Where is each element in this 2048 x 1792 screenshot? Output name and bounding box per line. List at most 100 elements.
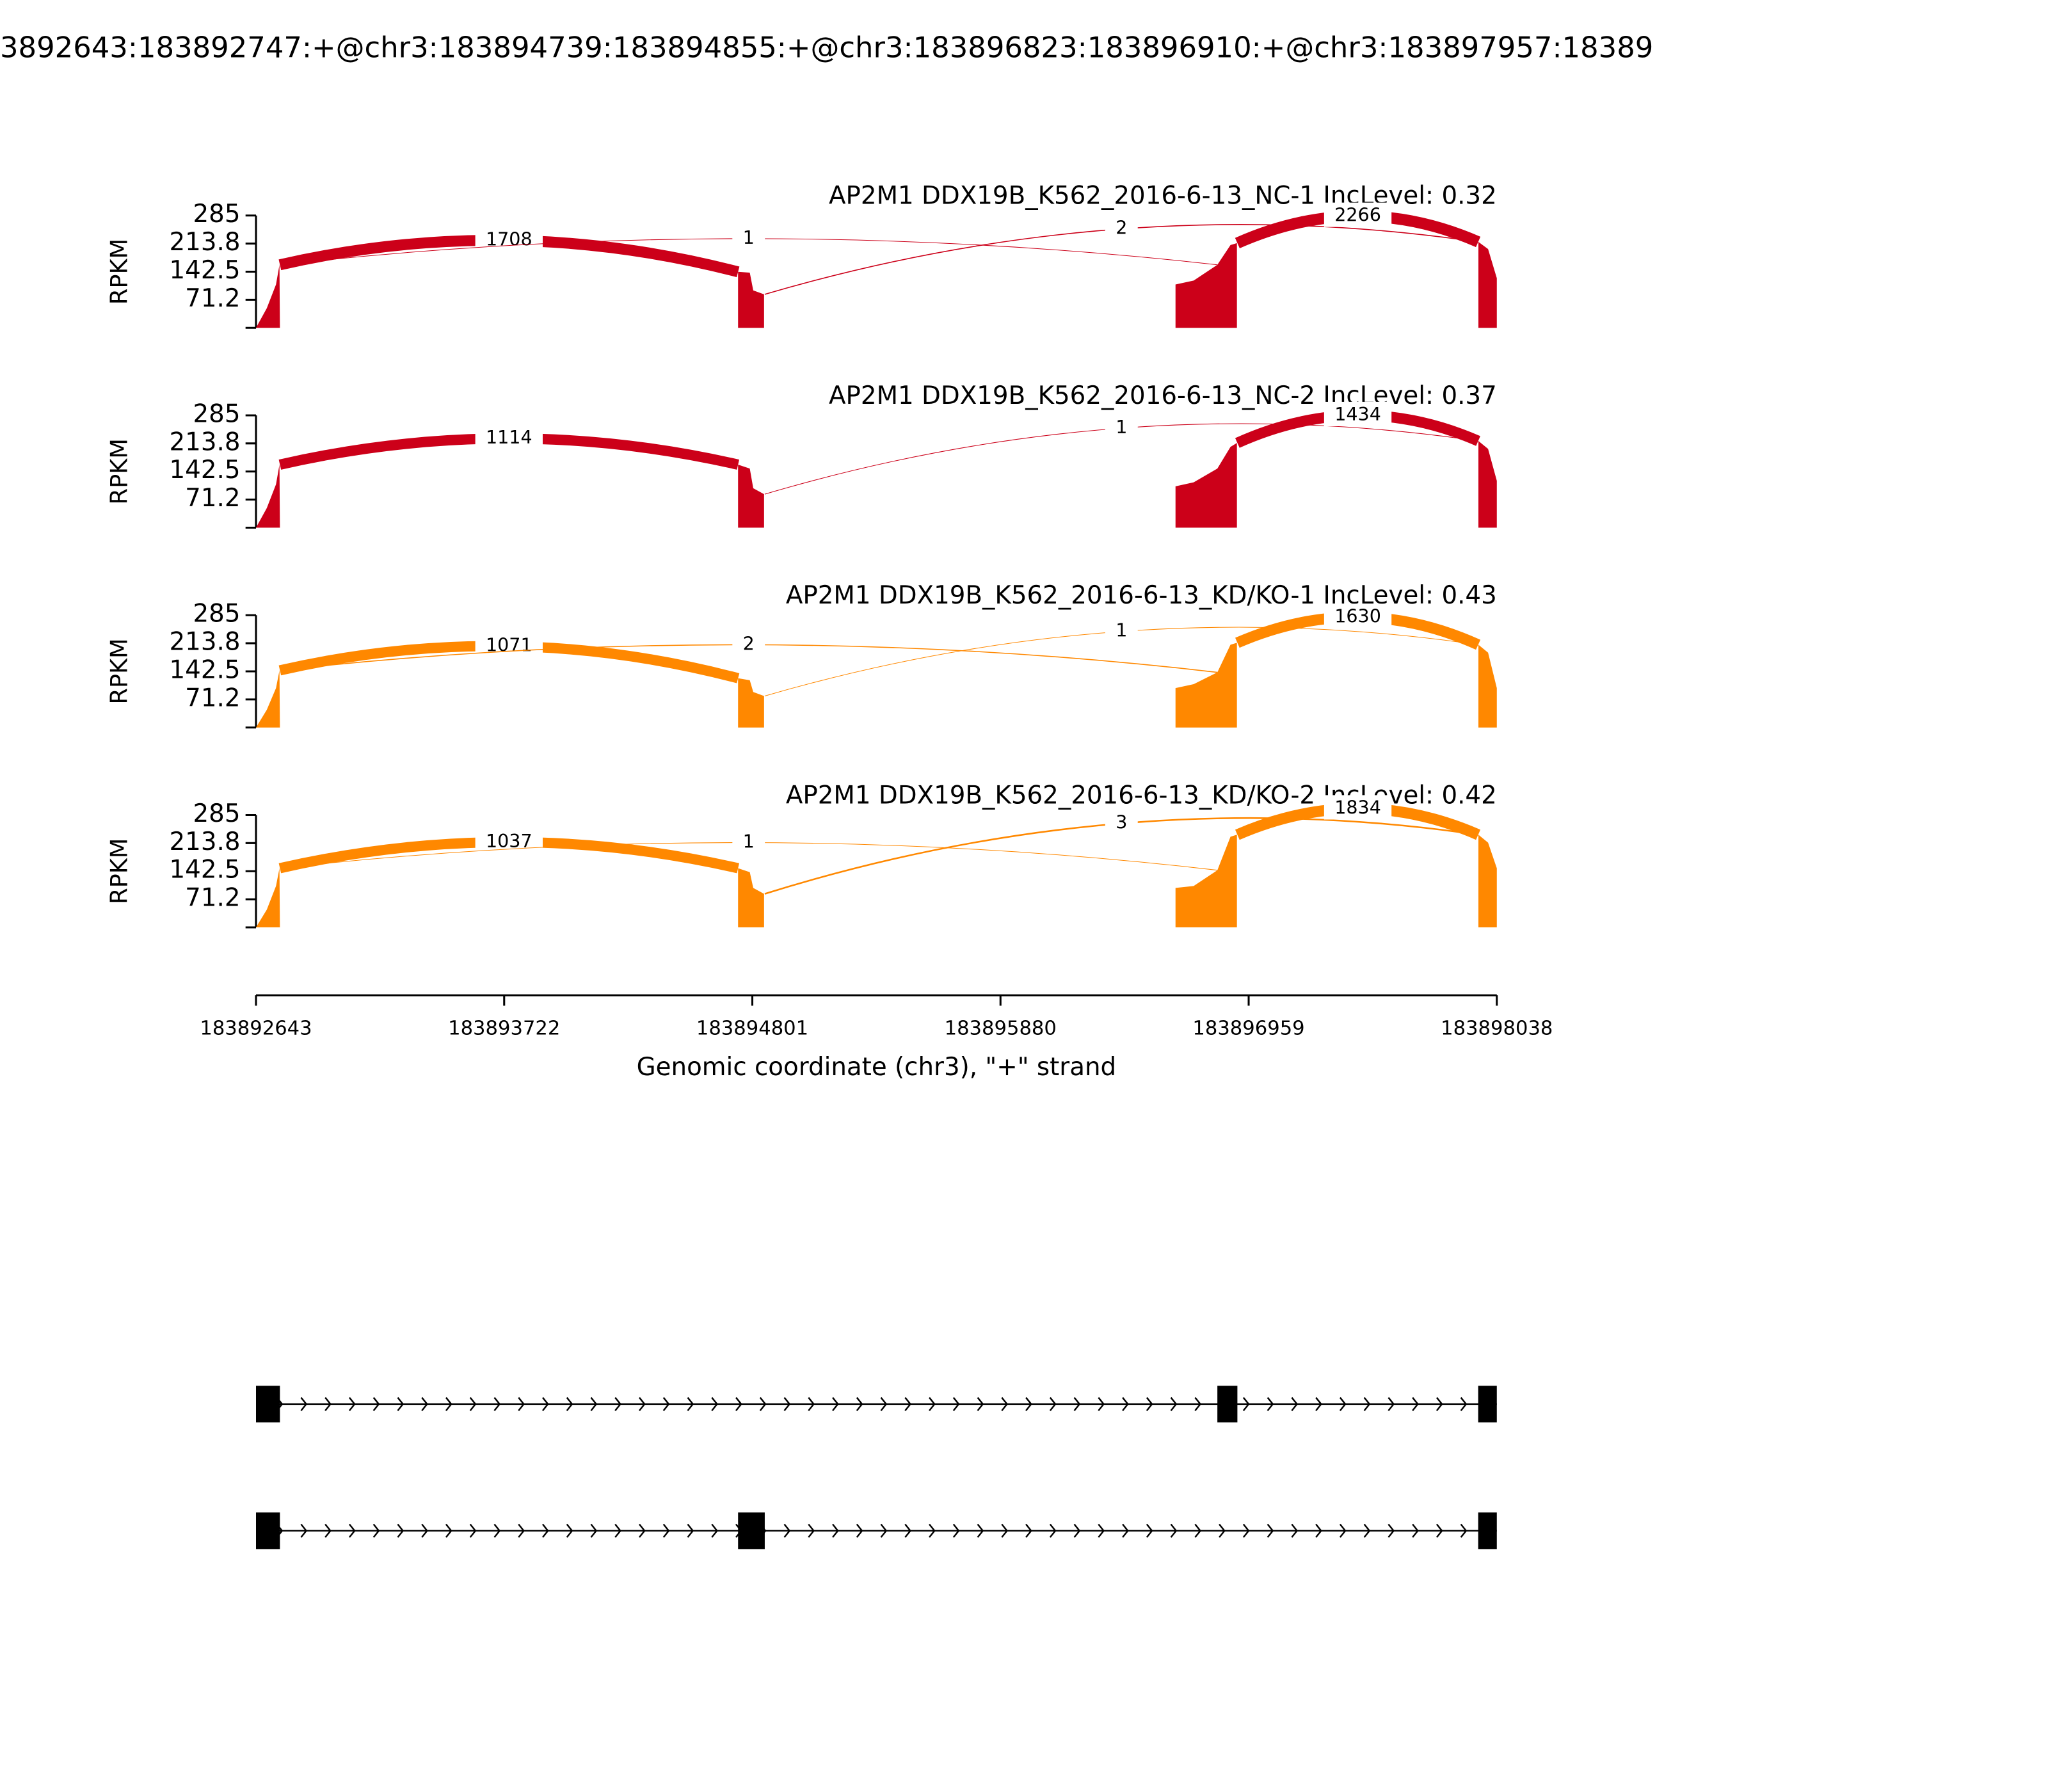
y-tick-label: 213.8 bbox=[170, 628, 241, 657]
strand-arrow bbox=[1315, 1396, 1322, 1411]
exon-block bbox=[738, 1512, 765, 1549]
strand-arrow bbox=[1291, 1523, 1299, 1538]
strand-arrow bbox=[421, 1523, 428, 1538]
strand-arrow bbox=[904, 1396, 912, 1411]
strand-arrow bbox=[1460, 1396, 1468, 1411]
exon-block bbox=[1478, 1512, 1497, 1549]
strand-arrow bbox=[1146, 1523, 1153, 1538]
junction-label-bg bbox=[1105, 215, 1138, 240]
strand-arrow bbox=[1049, 1396, 1057, 1411]
y-tick-label: 285 bbox=[193, 600, 241, 628]
strand-arrow bbox=[832, 1523, 839, 1538]
strand-arrow bbox=[518, 1523, 525, 1538]
strand-arrow bbox=[711, 1523, 718, 1538]
junction-label-bg bbox=[732, 829, 765, 854]
junction-label-bg bbox=[1105, 810, 1138, 835]
strand-arrow bbox=[614, 1396, 621, 1411]
strand-arrow bbox=[856, 1523, 863, 1538]
strand-arrow bbox=[1388, 1523, 1395, 1538]
strand-arrow bbox=[542, 1523, 549, 1538]
x-tick-label: 183893722 bbox=[448, 1018, 560, 1040]
junction-label-bg bbox=[475, 425, 543, 450]
junction-label: 1 bbox=[743, 831, 755, 852]
y-tick-label: 71.2 bbox=[185, 684, 240, 712]
strand-arrow bbox=[1267, 1523, 1274, 1538]
y-tick-label: 213.8 bbox=[170, 428, 241, 456]
strand-arrow bbox=[445, 1396, 452, 1411]
strand-arrow bbox=[687, 1396, 694, 1411]
exon-block bbox=[1217, 1386, 1238, 1423]
strand-arrow bbox=[759, 1396, 767, 1411]
strand-arrow bbox=[1194, 1396, 1202, 1411]
junction-label: 1834 bbox=[1334, 796, 1381, 818]
strand-arrow bbox=[372, 1396, 380, 1411]
chart-title: 3892643:183892747:+@chr3:183894739:18389… bbox=[0, 31, 1653, 65]
strand-arrow bbox=[1339, 1396, 1347, 1411]
strand-arrow bbox=[662, 1396, 670, 1411]
strand-arrow bbox=[1363, 1396, 1371, 1411]
strand-arrow bbox=[735, 1396, 742, 1411]
strand-arrow bbox=[783, 1396, 791, 1411]
x-tick-label: 183898038 bbox=[1441, 1018, 1553, 1040]
junction-label-bg bbox=[1324, 795, 1392, 820]
strand-arrow bbox=[1315, 1523, 1322, 1538]
strand-arrow bbox=[1267, 1396, 1274, 1411]
strand-arrow bbox=[1025, 1396, 1032, 1411]
strand-arrow bbox=[929, 1523, 936, 1538]
strand-arrow bbox=[421, 1396, 428, 1411]
strand-arrow bbox=[1436, 1396, 1443, 1411]
x-axis-label: Genomic coordinate (chr3), "+" strand bbox=[637, 1053, 1117, 1082]
strand-arrow bbox=[1073, 1523, 1081, 1538]
strand-arrow bbox=[300, 1523, 308, 1538]
strand-arrow bbox=[469, 1523, 477, 1538]
strand-arrow bbox=[372, 1523, 380, 1538]
y-tick-label: 142.5 bbox=[170, 256, 241, 285]
track-title: AP2M1 DDX19B_K562_2016-6-13_NC-1 IncLeve… bbox=[829, 182, 1497, 211]
strand-arrow bbox=[348, 1396, 356, 1411]
y-tick-label: 71.2 bbox=[185, 284, 240, 313]
strand-arrow bbox=[1001, 1396, 1009, 1411]
strand-arrow bbox=[493, 1396, 501, 1411]
strand-arrow bbox=[469, 1396, 477, 1411]
strand-arrow bbox=[1436, 1523, 1443, 1538]
coverage-area bbox=[256, 441, 1497, 528]
junction-label-bg bbox=[1105, 414, 1138, 440]
strand-arrow bbox=[832, 1396, 839, 1411]
strand-arrow bbox=[1219, 1523, 1226, 1538]
strand-arrow bbox=[1098, 1396, 1105, 1411]
x-tick-label: 183894801 bbox=[696, 1018, 808, 1040]
strand-arrow bbox=[1412, 1523, 1419, 1538]
y-axis-label: RPKM bbox=[105, 438, 132, 504]
junction-label-bg bbox=[1324, 401, 1392, 427]
strand-arrow bbox=[300, 1396, 308, 1411]
junction-label-bg bbox=[475, 227, 543, 252]
strand-arrow bbox=[639, 1523, 646, 1538]
strand-arrow bbox=[324, 1396, 332, 1411]
strand-arrow bbox=[662, 1523, 670, 1538]
junction-label-bg bbox=[1324, 202, 1392, 227]
strand-arrow bbox=[711, 1396, 718, 1411]
strand-arrow bbox=[880, 1523, 888, 1538]
strand-arrow bbox=[1049, 1523, 1057, 1538]
strand-arrow bbox=[1073, 1396, 1081, 1411]
strand-arrow bbox=[952, 1396, 960, 1411]
junction-label: 2 bbox=[1116, 217, 1127, 239]
strand-arrow bbox=[518, 1396, 525, 1411]
junction-label: 2 bbox=[743, 632, 755, 654]
junction-label: 2266 bbox=[1334, 204, 1381, 226]
y-tick-label: 71.2 bbox=[185, 484, 240, 513]
junction-label: 1114 bbox=[486, 426, 532, 448]
strand-arrow bbox=[445, 1523, 452, 1538]
junction-label: 1 bbox=[1116, 620, 1127, 641]
strand-arrow bbox=[397, 1396, 404, 1411]
strand-arrow bbox=[590, 1396, 598, 1411]
strand-arrow bbox=[687, 1523, 694, 1538]
strand-arrow bbox=[1412, 1396, 1419, 1411]
strand-arrow bbox=[493, 1523, 501, 1538]
junction-label: 1434 bbox=[1334, 403, 1381, 425]
strand-arrow bbox=[977, 1523, 984, 1538]
strand-arrow bbox=[542, 1396, 549, 1411]
strand-arrow bbox=[808, 1396, 815, 1411]
y-tick-label: 213.8 bbox=[170, 228, 241, 257]
